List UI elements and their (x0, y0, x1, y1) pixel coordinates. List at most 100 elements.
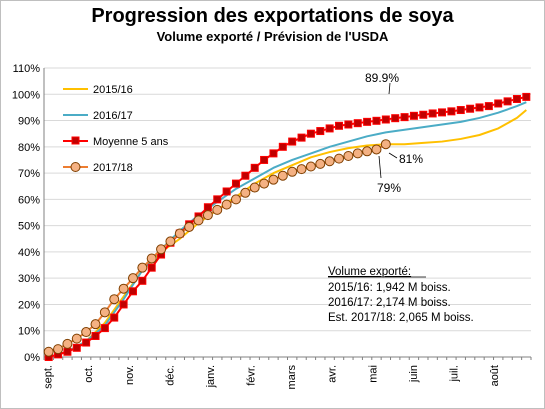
y-tick-label: 70% (18, 168, 40, 180)
y-tick-label: 50% (18, 221, 40, 233)
legend-label: 2016/17 (93, 110, 133, 122)
data-point (241, 171, 250, 180)
data-point (466, 104, 475, 113)
data-point (371, 144, 382, 155)
data-point (447, 107, 456, 116)
data-point (363, 117, 372, 126)
data-point (230, 194, 241, 205)
y-tick-label: 90% (18, 116, 40, 128)
series-2017-18 (43, 139, 391, 357)
data-point (269, 149, 278, 158)
data-point (362, 146, 373, 157)
data-point (372, 116, 381, 125)
legend-item-moyenne-5-ans: Moyenne 5 ans (63, 136, 169, 148)
series-moyenne-5-ans (44, 92, 531, 361)
annotation-2017-18-label: 81% (399, 152, 423, 166)
series-group (43, 92, 531, 361)
data-point (278, 142, 287, 151)
legend-item-2016-17: 2016/17 (63, 110, 133, 122)
data-point (202, 210, 213, 221)
y-tick-label: 20% (18, 299, 40, 311)
x-tick-label: mai (367, 365, 379, 383)
data-point (259, 178, 270, 189)
data-point (82, 338, 91, 347)
data-point (110, 313, 119, 322)
data-point (277, 170, 288, 181)
data-point (138, 276, 147, 285)
data-point (99, 307, 110, 318)
legend-label: 2015/16 (93, 84, 133, 96)
x-tick-label: sept. (43, 365, 55, 389)
data-point (90, 319, 101, 330)
data-point (512, 95, 521, 104)
data-point (147, 263, 156, 272)
notes-line: 2015/16: 1,942 M boiss. (328, 282, 451, 294)
data-point (81, 327, 92, 338)
data-point (400, 113, 409, 122)
legend: 2015/16 2016/17 Moyenne 5 ans 2017/18 (63, 84, 169, 174)
data-point (222, 187, 231, 196)
x-tick-label: janv. (205, 365, 217, 388)
data-point (522, 92, 531, 101)
data-point (174, 228, 185, 239)
chart-title: Progression des exportations de soya (91, 5, 454, 27)
data-point (137, 262, 148, 273)
data-point (391, 114, 400, 123)
notes-heading: Volume exporté: (328, 266, 411, 278)
data-point (325, 124, 334, 133)
data-point (268, 174, 279, 185)
data-point (100, 324, 109, 333)
data-point (380, 139, 391, 150)
data-point (335, 121, 344, 130)
x-axis-ticks: sept. oct. nov. déc. janv. févr. mars avr. mai ju… (43, 365, 501, 390)
data-point (156, 244, 167, 255)
x-tick-label: oct. (83, 365, 95, 383)
data-point (43, 346, 54, 357)
data-point (456, 106, 465, 115)
legend-label: 2017/18 (93, 162, 133, 174)
data-point (316, 127, 325, 136)
legend-item-2015-16: 2015/16 (63, 84, 133, 96)
data-point (72, 343, 81, 352)
x-tick-label: nov. (124, 365, 136, 385)
y-tick-label: 60% (18, 194, 40, 206)
data-point (381, 115, 390, 124)
data-point (484, 102, 493, 111)
data-point (352, 148, 363, 159)
data-point (71, 333, 82, 344)
data-point (334, 153, 345, 164)
data-point (288, 137, 297, 146)
data-point (221, 199, 232, 210)
annotation-moyenne-label: 89.9% (365, 71, 399, 85)
notes-line: 2016/17: 2,174 M boiss. (328, 297, 451, 309)
data-point (503, 97, 512, 106)
data-point (193, 215, 204, 226)
data-point (306, 129, 315, 138)
data-point (297, 133, 306, 142)
x-tick-label: juin (408, 365, 420, 383)
y-tick-label: 10% (18, 326, 40, 338)
data-point (296, 164, 307, 175)
notes-line: Est. 2017/18: 2,065 M boiss. (328, 312, 474, 324)
data-point (353, 119, 362, 128)
data-point (63, 347, 72, 356)
data-point (438, 108, 447, 117)
data-point (343, 151, 354, 162)
x-tick-label: avr. (327, 365, 339, 383)
y-tick-label: 80% (18, 142, 40, 154)
data-point (53, 344, 64, 355)
x-tick-label: déc. (164, 365, 176, 386)
data-point (165, 236, 176, 247)
y-tick-label: 0% (24, 352, 40, 364)
data-point (249, 182, 260, 193)
data-point (494, 99, 503, 108)
legend-item-2017-18: 2017/18 (63, 162, 133, 174)
data-point (118, 283, 129, 294)
data-point (128, 287, 137, 296)
y-tick-label: 110% (13, 63, 41, 75)
data-point (127, 273, 138, 284)
data-point (212, 204, 223, 215)
data-point (184, 221, 195, 232)
